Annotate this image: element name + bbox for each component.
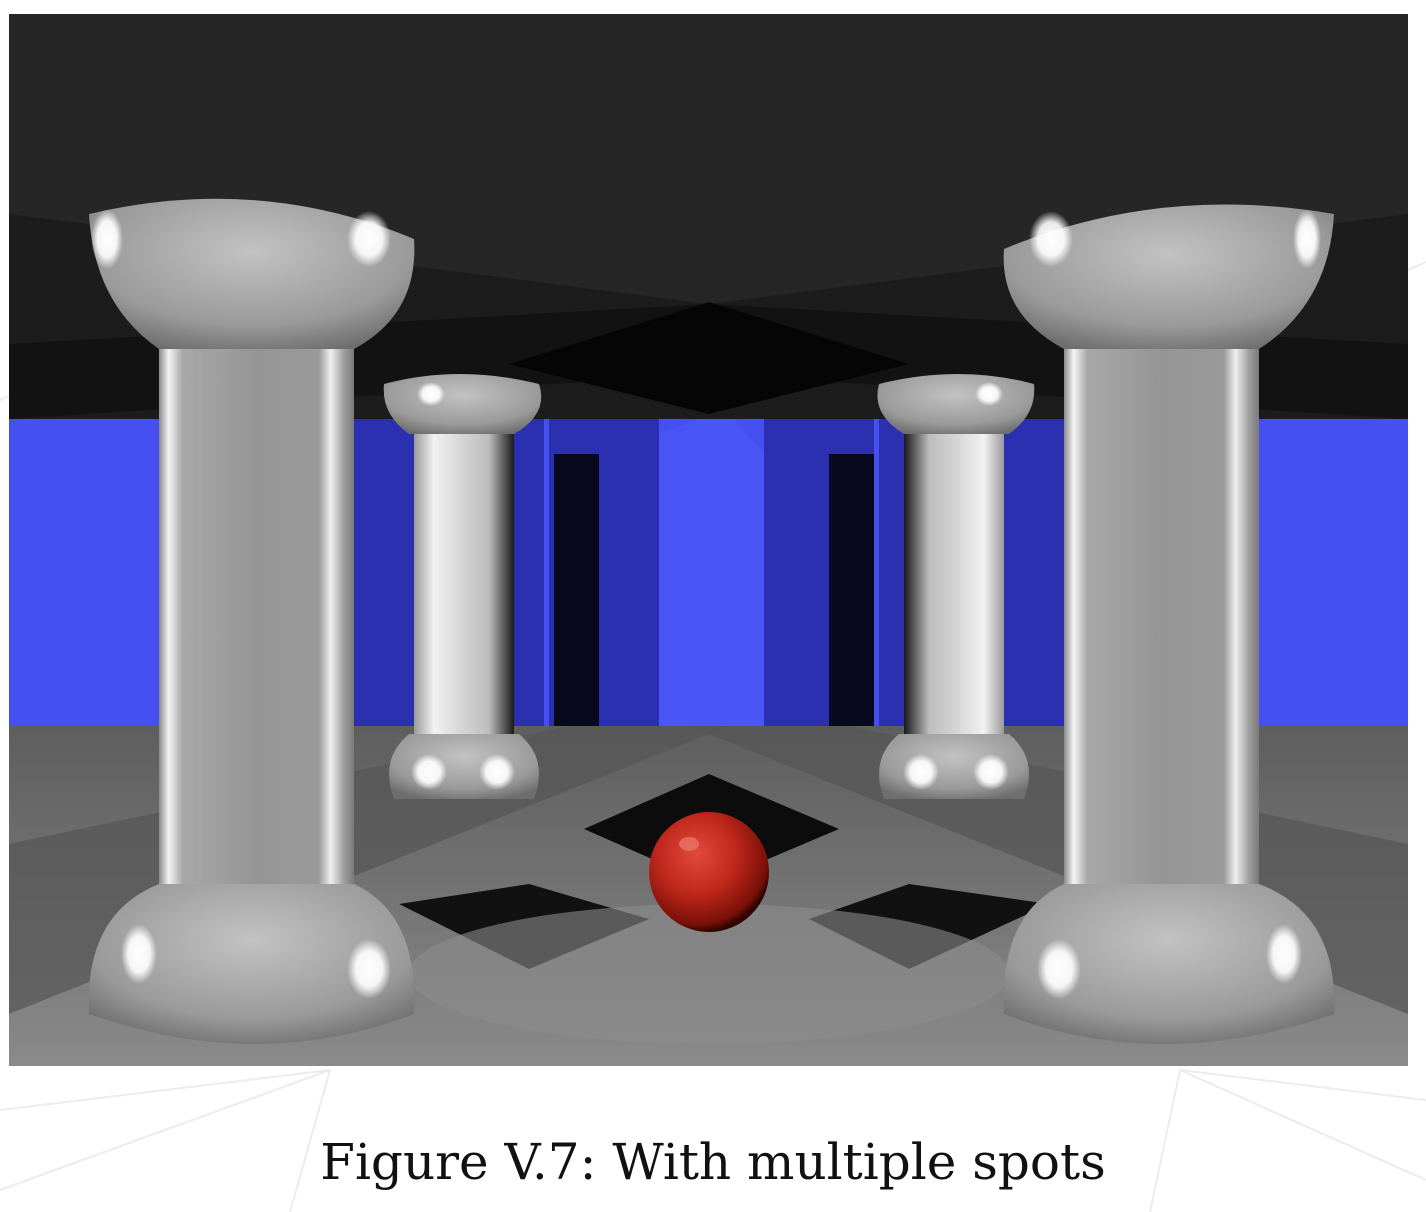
red-sphere-highlight <box>679 837 699 851</box>
wall-dark-stripe-1 <box>554 454 599 726</box>
raytraced-scene <box>9 14 1408 1066</box>
wall-light-center <box>659 419 764 726</box>
raytraced-render-image <box>9 14 1408 1066</box>
figure-caption: Figure V.7: With multiple spots <box>320 1133 1106 1191</box>
large-pillar-right <box>1003 204 1335 1044</box>
ceiling-dark-diamond <box>509 302 909 414</box>
red-sphere <box>649 812 769 932</box>
small-pillar-left <box>383 374 542 799</box>
small-pillar-right <box>877 374 1035 799</box>
wall-dark-stripe-2 <box>829 454 874 726</box>
floor-light-patch <box>409 904 1009 1044</box>
large-pillar-left <box>88 198 415 1044</box>
